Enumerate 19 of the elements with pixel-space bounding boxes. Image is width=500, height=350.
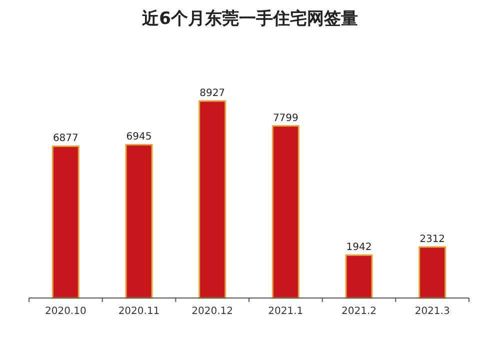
x-tick-label: 2021.2 bbox=[342, 306, 376, 317]
data-label: 2312 bbox=[420, 234, 446, 245]
bar bbox=[345, 254, 373, 299]
data-label: 6945 bbox=[126, 132, 152, 143]
x-tick-label: 2020.10 bbox=[44, 306, 86, 317]
x-tick-label: 2021.3 bbox=[414, 306, 450, 317]
bar bbox=[198, 100, 226, 299]
data-label: 7799 bbox=[272, 112, 298, 124]
x-tick-label: 2020.11 bbox=[118, 306, 160, 317]
data-label: 6877 bbox=[52, 133, 78, 144]
bar bbox=[125, 144, 153, 299]
x-tick-label: 2020.12 bbox=[192, 306, 234, 317]
x-tick-label: 2021.1 bbox=[268, 306, 304, 317]
bar bbox=[418, 246, 446, 299]
bar bbox=[272, 125, 300, 299]
bar bbox=[52, 145, 80, 299]
data-label: 8927 bbox=[200, 88, 226, 99]
chart-title: 近6个月东莞一手住宅网签量 bbox=[141, 9, 358, 29]
data-label: 1942 bbox=[346, 242, 372, 254]
